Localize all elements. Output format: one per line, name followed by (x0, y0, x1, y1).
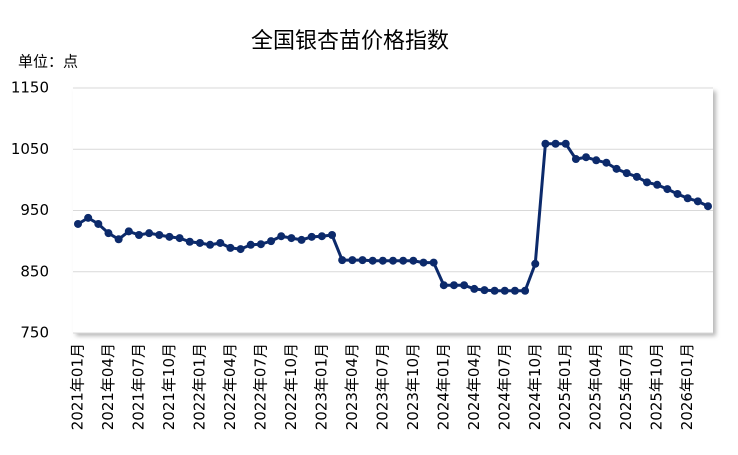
marker (195, 238, 204, 247)
marker (317, 232, 326, 241)
marker (104, 229, 113, 238)
marker (460, 281, 469, 290)
marker (185, 237, 194, 246)
marker (602, 158, 611, 167)
x-tick-label: 2022年04月 (221, 343, 239, 430)
x-tick-label: 2024年04月 (465, 343, 483, 430)
marker (480, 286, 489, 295)
marker (348, 256, 357, 265)
marker (632, 172, 641, 181)
y-tick-label: 850 (20, 262, 49, 280)
x-tick-label: 2021年07月 (129, 343, 147, 430)
x-tick-label: 2024年07月 (495, 343, 513, 430)
marker (134, 231, 143, 239)
x-tick-label: 2025年04月 (587, 343, 605, 430)
marker (236, 245, 245, 254)
marker (582, 153, 591, 162)
y-tick-label: 1050 (11, 140, 49, 158)
marker (551, 139, 560, 148)
marker (592, 156, 601, 165)
x-tick-label: 2025年10月 (648, 343, 666, 430)
marker (409, 256, 418, 265)
marker (419, 258, 428, 267)
marker (124, 227, 133, 236)
x-tick-label: 2023年04月 (343, 343, 361, 430)
marker (378, 256, 387, 265)
marker (206, 240, 215, 249)
x-tick-label: 2024年10月 (526, 343, 544, 430)
marker (216, 238, 225, 247)
x-tick-label: 2022年07月 (251, 343, 269, 430)
y-tick-label: 950 (20, 201, 49, 219)
marker (368, 256, 377, 265)
marker (74, 219, 82, 228)
marker (490, 286, 499, 295)
marker (612, 164, 621, 173)
marker (510, 286, 519, 295)
marker (307, 232, 316, 241)
marker (175, 234, 184, 243)
x-tick-label: 2023年10月 (404, 343, 422, 430)
marker (653, 180, 662, 189)
marker (622, 169, 631, 178)
marker (287, 234, 296, 243)
marker (693, 197, 702, 206)
marker (328, 231, 337, 239)
chart-title: 全国银杏苗价格指数 (251, 29, 449, 54)
marker (500, 286, 509, 295)
y-tick-label: 750 (20, 324, 49, 342)
marker (256, 240, 265, 249)
marker (429, 258, 438, 267)
marker (114, 235, 123, 244)
x-tick-label: 2023年01月 (312, 343, 330, 430)
y-tick-label: 1150 (11, 79, 49, 97)
marker (267, 237, 276, 246)
x-tick-label: 2022年10月 (282, 343, 300, 430)
marker (155, 231, 164, 239)
x-tick-label: 2021年04月 (99, 343, 117, 430)
x-tick-label: 2026年01月 (678, 343, 696, 430)
marker (673, 189, 682, 198)
marker (439, 281, 448, 290)
x-tick-label: 2025年01月 (556, 343, 574, 430)
x-tick-label: 2025年07月 (617, 343, 635, 430)
x-tick-label: 2021年10月 (160, 343, 178, 430)
y-axis-unit: 单位：点 (18, 53, 78, 71)
marker (643, 178, 652, 187)
x-tick-label: 2022年01月 (190, 343, 208, 430)
marker (226, 243, 235, 252)
x-tick-label: 2023年07月 (373, 343, 391, 430)
marker (94, 219, 103, 228)
marker (399, 256, 408, 265)
marker (531, 259, 540, 268)
marker (561, 139, 570, 148)
marker (571, 155, 580, 164)
marker (277, 232, 286, 241)
marker (663, 185, 672, 194)
marker (449, 281, 458, 290)
marker (389, 256, 397, 265)
x-tick-label: 2021年01月 (69, 343, 87, 430)
marker (246, 240, 255, 249)
marker (165, 232, 174, 241)
marker (704, 202, 712, 211)
marker (84, 213, 93, 222)
marker (470, 284, 479, 293)
marker (297, 235, 306, 244)
marker (521, 286, 530, 295)
marker (358, 256, 367, 265)
marker (338, 256, 347, 265)
marker (145, 229, 154, 238)
marker (683, 194, 692, 203)
marker (541, 139, 550, 148)
x-tick-label: 2024年01月 (434, 343, 452, 430)
